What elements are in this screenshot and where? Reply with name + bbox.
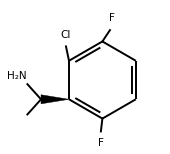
Polygon shape <box>41 95 69 104</box>
Text: F: F <box>98 138 104 148</box>
Text: F: F <box>108 13 114 23</box>
Text: Cl: Cl <box>61 30 71 40</box>
Text: H₂N: H₂N <box>7 71 27 81</box>
